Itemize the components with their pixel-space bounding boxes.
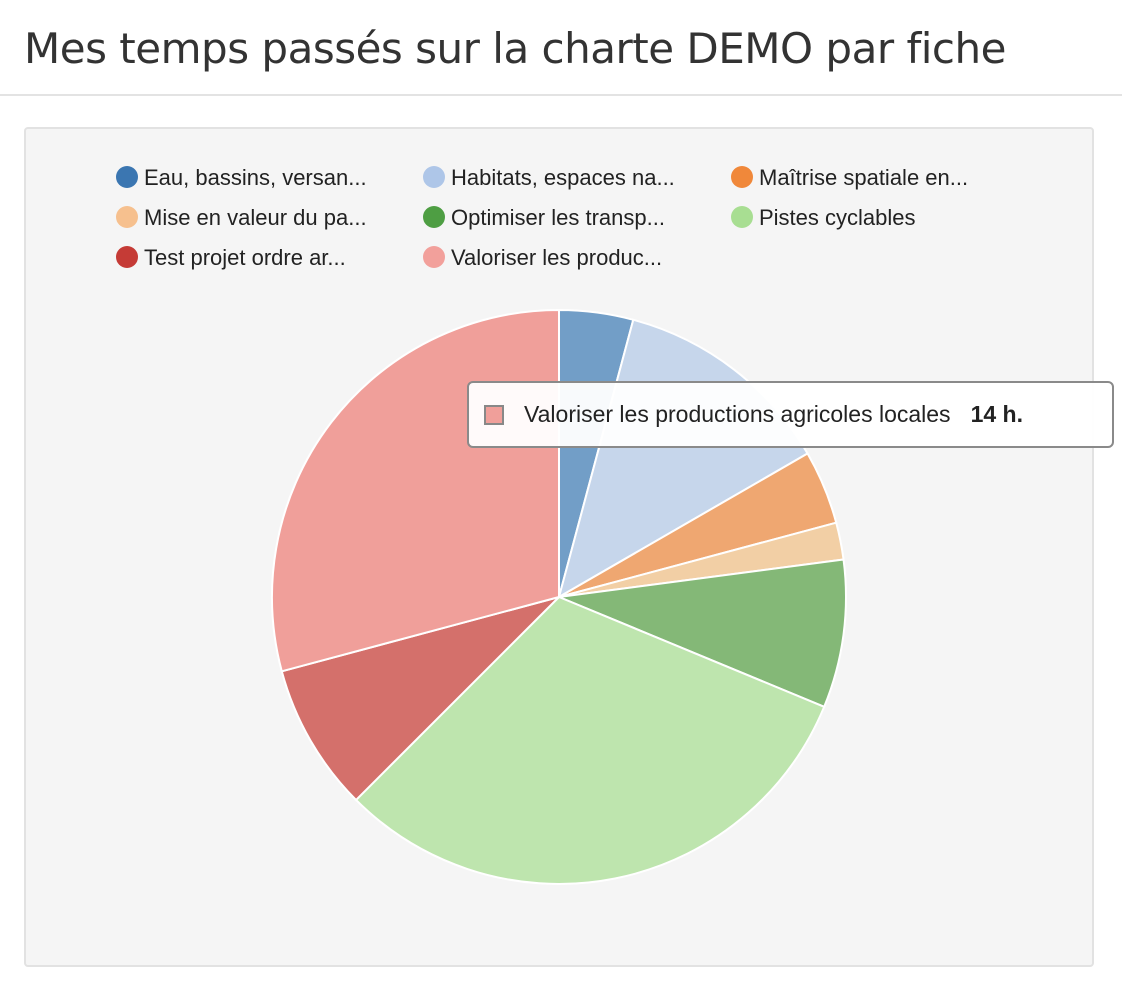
- chart-tooltip: Valoriser les productions agricoles loca…: [467, 381, 1114, 448]
- legend-marker: [116, 246, 138, 268]
- legend-marker: [731, 206, 753, 228]
- legend-marker: [423, 246, 445, 268]
- legend-marker: [731, 166, 753, 188]
- legend-label[interactable]: Habitats, espaces na...: [451, 165, 675, 190]
- tooltip-label: Valoriser les productions agricoles loca…: [524, 401, 951, 427]
- title-divider: [0, 94, 1122, 96]
- pie-slice[interactable]: [555, 558, 847, 709]
- legend-label[interactable]: Mise en valeur du pa...: [144, 205, 367, 230]
- pie-slice[interactable]: [354, 595, 826, 885]
- legend-label[interactable]: Optimiser les transp...: [451, 205, 665, 230]
- page-title: Mes temps passés sur la charte DEMO par …: [24, 24, 1006, 73]
- tooltip-value: 14 h.: [970, 401, 1023, 427]
- chart-panel: Eau, bassins, versan... Habitats, espaces…: [24, 127, 1094, 967]
- chart-legend: Eau, bassins, versan... Habitats, espaces…: [116, 165, 968, 270]
- legend-label[interactable]: Eau, bassins, versan...: [144, 165, 367, 190]
- legend-label[interactable]: Pistes cyclables: [759, 205, 916, 230]
- pie-slices: [271, 308, 847, 885]
- legend-marker: [423, 206, 445, 228]
- pie-slice[interactable]: [280, 595, 563, 802]
- pie-chart: Eau, bassins, versan... Habitats, espaces…: [116, 165, 968, 885]
- tooltip-color-swatch: [484, 404, 504, 425]
- legend-marker: [423, 166, 445, 188]
- legend-marker: [116, 166, 138, 188]
- legend-label[interactable]: Maîtrise spatiale en...: [759, 165, 968, 190]
- legend-marker: [116, 206, 138, 228]
- legend-label[interactable]: Test projet ordre ar...: [144, 245, 346, 270]
- legend-label[interactable]: Valoriser les produc...: [451, 245, 662, 270]
